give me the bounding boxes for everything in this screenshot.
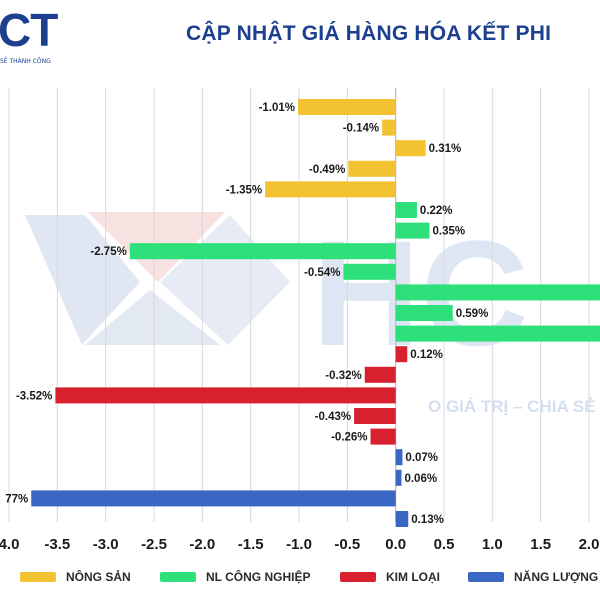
watermark-triangle-shape [85, 290, 220, 345]
legend-swatch-nong-san [20, 572, 56, 582]
legend-label-nang-luong: NĂNG LƯỢNG [514, 570, 599, 584]
data-label: -2.75% [90, 246, 126, 258]
x-tick-label: 0.5 [434, 536, 455, 553]
x-tick-label: -1.0 [286, 536, 312, 553]
data-label: -0.14% [343, 123, 379, 135]
logo-tagline: SẺ THÀNH CÔNG [0, 58, 51, 65]
bar-kim-loai [354, 408, 396, 424]
data-label: 0.59% [456, 308, 489, 320]
data-label: -1.35% [226, 184, 262, 196]
x-tick-label: -0.5 [334, 536, 360, 553]
chart-title: CẬP NHẬT GIÁ HÀNG HÓA KẾT PHI [186, 22, 552, 45]
bar-nong-san [265, 181, 396, 198]
data-label: -0.49% [309, 164, 345, 176]
bar-kim-loai [364, 366, 396, 383]
legend-item-nang-luong: NĂNG LƯỢNG [468, 570, 598, 584]
bar-kim-loai [370, 428, 396, 445]
data-label: 0.06% [404, 473, 437, 485]
data-label: 0.22% [420, 205, 453, 217]
watermark: HCO GIÁ TRỊ – CHIA SẺ [25, 209, 596, 416]
data-label: -0.54% [304, 267, 340, 279]
legend-item-nong-san: NÔNG SẢN [20, 570, 131, 584]
legend-label-nong-san: NÔNG SẢN [66, 570, 131, 584]
legend-swatch-kim-loai [340, 572, 376, 582]
bar-nl-cong-nghiep [343, 263, 396, 280]
logo-text: CT [0, 4, 58, 56]
x-tick-label: -2.0 [189, 536, 215, 553]
data-label: 77% [5, 493, 28, 505]
x-tick-label: 4.0 [0, 536, 19, 553]
bar-nang-luong [395, 449, 403, 466]
bar-nong-san [298, 99, 396, 115]
bar-nang-luong [31, 490, 396, 507]
bar-nong-san [395, 140, 426, 157]
data-labels: -1.01% -0.14% 0.31% -0.49% -1.35% 0.22% 0.35% -… [5, 102, 488, 526]
bar-nang-luong [395, 469, 402, 486]
bar-nl-cong-nghiep [395, 222, 430, 239]
x-tick-label: 0.0 [385, 536, 406, 553]
x-tick-label: -3.0 [93, 536, 119, 553]
legend-swatch-nl-cong-nghiep [160, 572, 196, 582]
legend-item-nl-cong-nghiep: NL CÔNG NGHIỆP [160, 570, 310, 584]
x-tick-label: -3.5 [44, 536, 70, 553]
data-label: 0.31% [429, 143, 462, 155]
bar-nl-cong-nghiep [395, 305, 453, 321]
data-label: 0.12% [410, 349, 443, 361]
data-label: -0.32% [325, 370, 361, 382]
bar-kim-loai [395, 346, 408, 363]
bar-nl-cong-nghiep [395, 202, 417, 218]
legend-item-kim-loai: KIM LOẠI [340, 570, 440, 584]
x-axis-ticks: 4.0 -3.5 -3.0 -2.5 -2.0 -1.5 -1.0 -0.5 0.0 0.5 1.0… [0, 536, 599, 553]
brand-logo: CT SẺ THÀNH CÔNG [0, 0, 110, 70]
bar-nl-cong-nghiep [395, 325, 600, 342]
legend: NÔNG SẢN NL CÔNG NGHIỆP KIM LOẠI NĂNG LƯ… [0, 570, 600, 594]
bars [31, 99, 600, 527]
data-label: -3.52% [16, 390, 52, 402]
watermark-diamond-shape [25, 215, 140, 345]
watermark-slogan: O GIÁ TRỊ – CHIA SẺ [428, 397, 596, 416]
legend-label-kim-loai: KIM LOẠI [386, 570, 440, 584]
data-label: 0.35% [433, 226, 466, 238]
bar-nang-luong [395, 511, 409, 527]
x-tick-label: 1.5 [530, 536, 551, 553]
data-label: -0.43% [315, 411, 351, 423]
bar-nong-san [382, 119, 396, 136]
bar-nl-cong-nghiep [129, 243, 396, 260]
data-label: -0.26% [331, 432, 367, 444]
x-tick-label: 2.0 [579, 536, 600, 553]
data-label: 0.07% [405, 452, 438, 464]
bar-kim-loai [55, 387, 396, 404]
data-label: -1.01% [259, 102, 295, 114]
data-label: 0.13% [411, 514, 444, 526]
bar-nl-cong-nghiep [395, 284, 600, 301]
bar-nong-san [348, 160, 396, 177]
legend-label-nl-cong-nghiep: NL CÔNG NGHIỆP [206, 570, 311, 584]
x-tick-label: -2.5 [141, 536, 167, 553]
x-tick-label: 1.0 [482, 536, 503, 553]
x-tick-label: -1.5 [238, 536, 264, 553]
legend-swatch-nang-luong [468, 572, 504, 582]
